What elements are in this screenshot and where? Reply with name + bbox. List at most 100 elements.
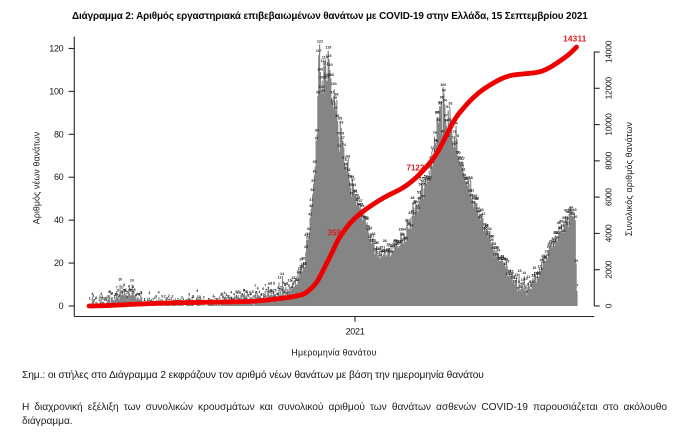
svg-text:96: 96 [335, 93, 339, 97]
svg-text:38: 38 [559, 219, 563, 223]
svg-text:23: 23 [388, 249, 392, 253]
svg-text:100: 100 [49, 86, 63, 96]
svg-text:1: 1 [105, 296, 107, 300]
svg-text:36: 36 [410, 223, 414, 227]
svg-text:9: 9 [268, 282, 270, 286]
svg-text:2: 2 [99, 295, 101, 299]
svg-text:30: 30 [490, 235, 494, 239]
svg-text:12: 12 [531, 273, 535, 277]
svg-text:6: 6 [243, 289, 245, 293]
svg-text:3: 3 [188, 293, 190, 297]
svg-text:59: 59 [462, 174, 466, 178]
svg-text:92: 92 [449, 101, 453, 105]
svg-text:1: 1 [200, 297, 202, 301]
svg-text:1: 1 [93, 298, 95, 302]
svg-text:45: 45 [415, 204, 419, 208]
svg-text:11: 11 [535, 275, 539, 279]
svg-text:40: 40 [573, 215, 577, 219]
svg-text:2: 2 [114, 295, 116, 299]
svg-text:23: 23 [545, 250, 549, 254]
svg-text:3: 3 [247, 293, 249, 297]
svg-text:3: 3 [135, 294, 137, 298]
svg-text:99: 99 [321, 89, 325, 93]
svg-text:14: 14 [537, 271, 541, 275]
svg-text:110: 110 [327, 63, 333, 67]
svg-text:78: 78 [455, 134, 459, 138]
svg-text:94: 94 [331, 99, 335, 103]
svg-text:29: 29 [394, 239, 398, 243]
svg-text:11: 11 [511, 275, 515, 279]
svg-text:7: 7 [516, 286, 518, 290]
svg-text:36: 36 [366, 224, 370, 228]
svg-text:2: 2 [234, 296, 236, 300]
svg-text:31: 31 [400, 233, 404, 237]
svg-text:25: 25 [379, 245, 383, 249]
svg-text:1: 1 [151, 299, 153, 303]
svg-text:27: 27 [386, 242, 390, 246]
svg-text:6: 6 [129, 288, 131, 292]
svg-text:4: 4 [246, 290, 248, 294]
svg-text:27: 27 [550, 244, 554, 248]
svg-text:2: 2 [154, 296, 156, 300]
svg-text:101: 101 [331, 82, 337, 86]
svg-text:4: 4 [241, 292, 243, 296]
svg-text:45: 45 [360, 204, 364, 208]
svg-text:47: 47 [355, 198, 359, 202]
svg-text:105: 105 [319, 76, 325, 80]
svg-text:48: 48 [475, 197, 479, 201]
svg-text:11: 11 [278, 275, 282, 279]
svg-text:88: 88 [436, 111, 440, 115]
svg-text:58: 58 [348, 175, 352, 179]
svg-text:2: 2 [165, 297, 167, 301]
svg-text:40: 40 [361, 214, 365, 218]
svg-text:26: 26 [392, 243, 396, 247]
svg-text:21: 21 [498, 257, 502, 261]
svg-text:4: 4 [277, 292, 279, 296]
svg-text:9: 9 [518, 280, 520, 284]
svg-text:46: 46 [413, 200, 417, 204]
svg-text:16: 16 [532, 266, 536, 270]
svg-text:14: 14 [535, 272, 539, 276]
svg-text:1: 1 [166, 297, 168, 301]
svg-text:20: 20 [574, 259, 578, 263]
svg-text:76: 76 [434, 139, 438, 143]
svg-text:2: 2 [212, 294, 214, 298]
svg-text:3: 3 [199, 295, 201, 299]
svg-text:27: 27 [548, 242, 552, 246]
svg-text:25: 25 [390, 245, 394, 249]
svg-text:2: 2 [147, 298, 149, 302]
svg-text:3: 3 [221, 292, 223, 296]
svg-text:4: 4 [230, 290, 232, 294]
svg-text:20: 20 [503, 257, 507, 261]
svg-text:5: 5 [134, 288, 136, 292]
svg-text:5: 5 [269, 290, 271, 294]
svg-text:43: 43 [480, 208, 484, 212]
svg-text:17: 17 [299, 265, 303, 269]
svg-text:32: 32 [556, 231, 560, 235]
svg-text:1: 1 [229, 297, 231, 301]
svg-text:58: 58 [464, 177, 468, 181]
svg-text:23: 23 [376, 250, 380, 254]
svg-text:45: 45 [309, 204, 313, 208]
svg-text:26: 26 [388, 244, 392, 248]
svg-text:3: 3 [220, 293, 222, 297]
svg-text:8: 8 [291, 285, 293, 289]
svg-text:44: 44 [568, 208, 572, 212]
svg-text:1: 1 [196, 297, 198, 301]
svg-text:56: 56 [465, 181, 469, 185]
svg-text:4: 4 [111, 291, 113, 295]
svg-text:70: 70 [457, 151, 461, 155]
svg-text:1: 1 [144, 298, 146, 302]
svg-text:1: 1 [231, 297, 233, 301]
svg-text:4: 4 [255, 291, 257, 295]
svg-text:57: 57 [311, 179, 315, 183]
svg-text:35: 35 [560, 224, 564, 228]
svg-text:42: 42 [476, 209, 480, 213]
svg-text:26: 26 [494, 246, 498, 250]
svg-text:67: 67 [461, 157, 465, 161]
svg-text:12000: 12000 [604, 77, 614, 100]
svg-text:31: 31 [304, 233, 308, 237]
svg-text:70: 70 [455, 150, 459, 154]
svg-text:62: 62 [347, 168, 351, 172]
svg-text:23: 23 [493, 252, 497, 256]
